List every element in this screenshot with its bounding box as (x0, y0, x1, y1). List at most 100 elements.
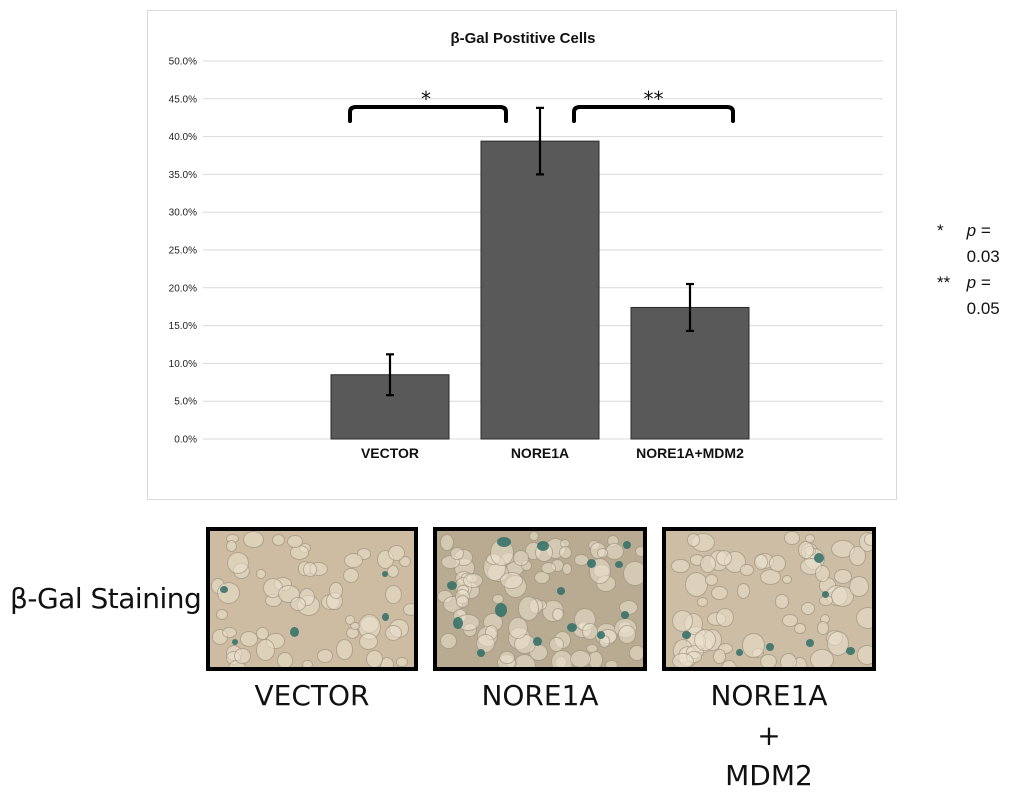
blue-stain (682, 631, 691, 639)
cell-texture (388, 544, 405, 561)
cell-texture (402, 603, 414, 616)
blue-stain (736, 649, 743, 656)
category-label: NORE1A (511, 445, 569, 461)
y-tick-label: 10.0% (169, 359, 197, 370)
y-tick-label: 30.0% (169, 208, 197, 219)
y-tick-label: 20.0% (169, 283, 197, 294)
cell-texture (780, 652, 798, 667)
p-value-text: = 0.03 (966, 221, 1000, 266)
cell-texture (216, 581, 241, 605)
cell-texture (672, 652, 694, 667)
cell-texture (455, 595, 470, 609)
cell-texture (774, 594, 789, 609)
cell-texture (384, 624, 402, 641)
y-tick-label: 35.0% (169, 170, 197, 181)
cell-texture (856, 645, 872, 665)
bar (480, 140, 600, 440)
cell-texture (316, 648, 334, 664)
blue-stain (220, 586, 228, 593)
significance-bracket (348, 105, 508, 123)
cell-texture (605, 543, 625, 561)
cell-texture (849, 546, 866, 566)
cell-texture (759, 653, 777, 667)
cell-texture (781, 575, 793, 585)
blue-stain (615, 561, 623, 568)
cell-texture (699, 555, 716, 574)
blue-stain (447, 581, 457, 590)
cell-texture (507, 616, 528, 639)
cell-texture (233, 647, 252, 664)
cell-texture (343, 567, 359, 584)
blue-stain (290, 627, 299, 637)
cell-texture (705, 574, 719, 586)
cell-texture (499, 650, 515, 664)
cell-texture (805, 533, 816, 543)
cell-texture (815, 564, 831, 582)
cell-texture (289, 597, 307, 612)
cell-texture (784, 531, 800, 545)
cell-texture (221, 627, 237, 639)
cell-texture (754, 553, 769, 570)
blue-stain (567, 623, 577, 632)
cell-texture (816, 621, 830, 635)
micrograph-vector (206, 527, 418, 671)
blue-stain (814, 553, 824, 563)
cell-texture (605, 660, 618, 667)
cell-texture (559, 546, 573, 560)
category-labels: VECTOR NORE1A NORE1A+MDM2 (361, 445, 744, 461)
p-value-legend: * p = 0.03 ** p = 0.05 (937, 218, 1024, 322)
y-tick-label: 15.0% (169, 321, 197, 332)
p-symbol: p (966, 273, 977, 292)
significance-label: * (421, 87, 431, 111)
cell-texture (833, 568, 852, 584)
cell-texture (500, 571, 524, 589)
cell-texture (623, 560, 643, 587)
cell-texture (781, 614, 798, 627)
cell-texture (387, 565, 400, 579)
cell-texture (517, 596, 540, 622)
cell-texture (713, 649, 726, 664)
y-tick-label: 0.0% (174, 435, 197, 446)
cell-texture (686, 533, 701, 548)
y-axis-ticks: 0.0% 5.0% 10.0% 15.0% 20.0% 25.0% 30.0% 35.0% 40… (169, 57, 197, 446)
blue-stain (806, 639, 814, 647)
category-label: VECTOR (361, 445, 419, 461)
micrograph-nore1a (433, 527, 647, 671)
cell-texture (255, 569, 267, 580)
cell-texture (475, 633, 495, 653)
cell-texture (328, 582, 343, 599)
cell-texture (255, 638, 275, 661)
cell-texture (540, 562, 557, 574)
cell-texture (794, 623, 807, 634)
caption-combo-line2: + (757, 719, 781, 752)
cell-texture (569, 650, 591, 667)
p-value-mark: ** (937, 273, 951, 292)
cell-texture (450, 547, 464, 561)
blue-stain (382, 613, 389, 621)
cell-texture (512, 550, 530, 566)
cell-texture (629, 644, 643, 662)
cell-texture (737, 583, 751, 599)
p-symbol: p (966, 221, 977, 240)
cell-texture (399, 555, 411, 567)
error-bars (386, 106, 694, 397)
blue-stain (587, 559, 596, 568)
cell-texture (618, 624, 637, 644)
cell-texture (740, 564, 754, 576)
cell-texture (582, 622, 598, 641)
blue-stain (623, 541, 631, 549)
cell-texture (716, 608, 734, 628)
cell-texture (742, 633, 765, 658)
cell-texture (551, 607, 564, 622)
cell-texture (548, 636, 564, 653)
blue-stain (557, 587, 565, 595)
cell-texture (671, 558, 690, 574)
cell-texture (586, 643, 599, 653)
cell-texture (287, 535, 303, 549)
caption-combo: NORE1A + MDM2 (662, 676, 876, 796)
blue-stain (477, 649, 485, 657)
significance-brackets: * ** (348, 87, 735, 123)
category-label: NORE1A+MDM2 (636, 445, 744, 461)
caption-combo-line3: MDM2 (725, 759, 813, 792)
cell-texture (561, 563, 572, 575)
